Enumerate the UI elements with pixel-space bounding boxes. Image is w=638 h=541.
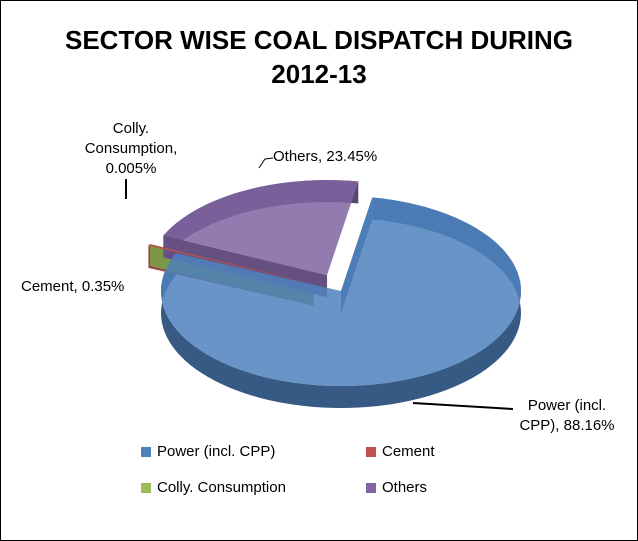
leader-line <box>258 157 274 169</box>
legend-swatch <box>141 446 151 457</box>
leader-line <box>412 402 514 410</box>
legend-item: Others <box>366 479 427 496</box>
legend-swatch <box>141 482 151 493</box>
legend-label: Power (incl. CPP) <box>157 443 276 460</box>
slice <box>163 180 359 276</box>
legend-label: Cement <box>382 443 435 460</box>
slice <box>161 197 521 386</box>
slice-tops <box>148 180 521 386</box>
legend-swatch <box>366 482 376 493</box>
legend-item: Colly. Consumption <box>141 479 286 496</box>
data-label: Cement, 0.35% <box>21 278 125 295</box>
data-label: Others, 23.45% <box>273 148 378 165</box>
legend-label: Colly. Consumption <box>157 479 286 496</box>
slice <box>150 243 314 284</box>
data-label: Power (incl. CPP), 88.16% <box>519 397 615 434</box>
legend-label: Others <box>382 479 428 496</box>
legend-item: Power (incl. CPP) <box>141 443 275 460</box>
data-label: Colly. Consumption, 0.005% <box>84 120 178 177</box>
chart-title: SECTOR WISE COAL DISPATCH DURING 2012-13 <box>65 25 573 89</box>
legend-swatch <box>366 446 376 457</box>
slice <box>148 244 314 284</box>
legend-item: Cement <box>366 443 435 460</box>
